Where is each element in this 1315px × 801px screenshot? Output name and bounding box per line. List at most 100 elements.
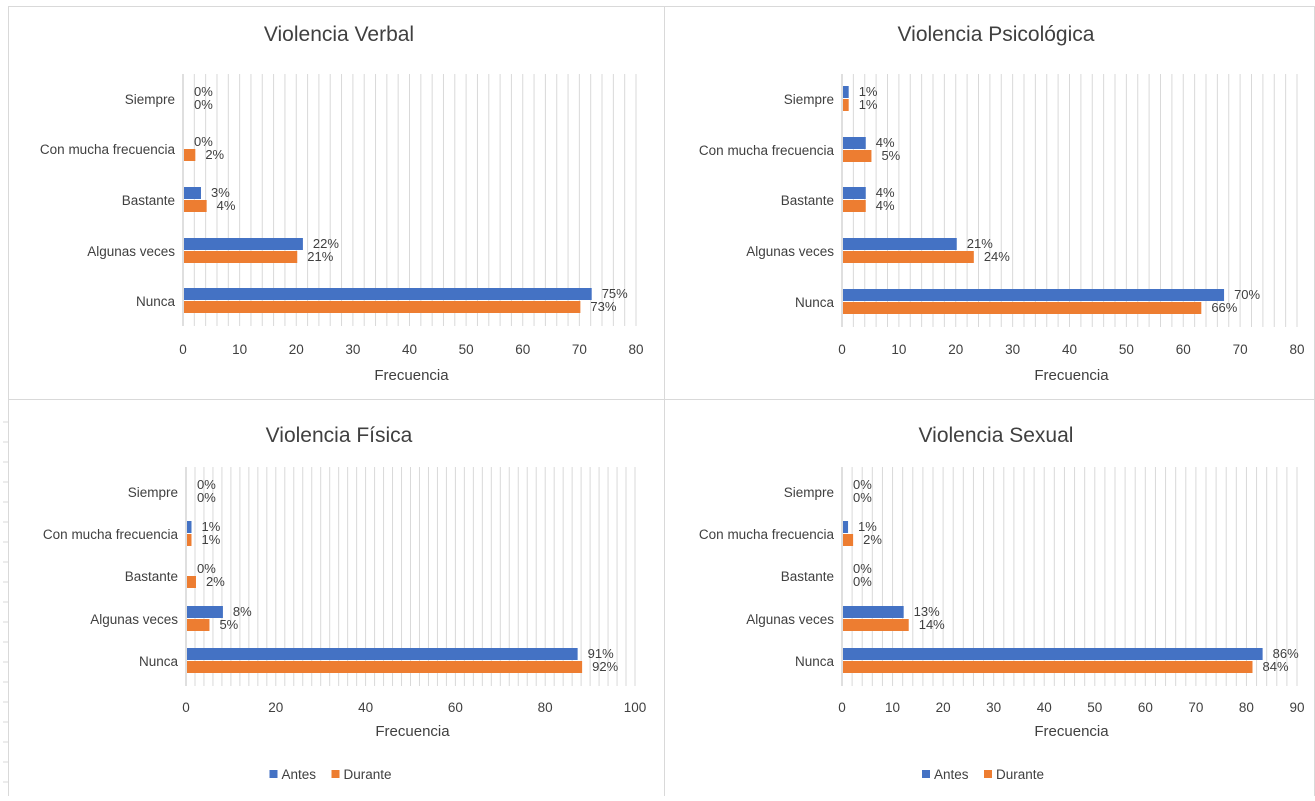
x-tick-label: 10 xyxy=(885,700,900,715)
x-tick-label: 0 xyxy=(838,342,846,357)
x-tick-label: 70 xyxy=(572,342,587,357)
x-tick-label: 20 xyxy=(936,700,951,715)
x-tick-label: 80 xyxy=(1239,700,1254,715)
chart-svg: Violencia Física 0 20 40 60 80 100 Frecuencia Si… xyxy=(43,424,647,782)
bar-durante xyxy=(843,99,849,111)
bar-antes xyxy=(843,187,866,199)
chart-svg: Violencia Sexual 0 10 20 30 40 50 60 70 80 90 Frecu… xyxy=(699,424,1305,782)
data-label: 3% xyxy=(211,185,230,200)
left-edge-tick-marks xyxy=(0,400,8,796)
bar-antes xyxy=(843,289,1225,301)
data-label: 91% xyxy=(588,646,614,661)
data-label: 70% xyxy=(1234,287,1260,302)
bar-durante xyxy=(184,200,207,212)
x-tick-label: 60 xyxy=(1176,342,1191,357)
x-axis-title: Frecuencia xyxy=(1034,367,1109,384)
x-tick-label: 0 xyxy=(838,700,846,715)
bar-durante xyxy=(187,619,210,631)
data-label: 4% xyxy=(217,198,236,213)
x-tick-label: 20 xyxy=(289,342,304,357)
x-axis-title: Frecuencia xyxy=(374,367,449,384)
category-label: Bastante xyxy=(125,569,178,584)
data-label: 24% xyxy=(984,249,1010,264)
category-label: Con mucha frecuencia xyxy=(699,143,835,158)
x-tick-label: 40 xyxy=(402,342,417,357)
category-label: Con mucha frecuencia xyxy=(40,142,176,157)
chart-violencia-psicologica: Violencia Psicológica 0 10 20 30 40 50 60 70 80 Fr… xyxy=(665,6,1315,400)
legend-swatch-durante xyxy=(331,770,340,778)
bar-durante xyxy=(187,661,583,673)
data-label: 0% xyxy=(853,490,872,505)
data-label: 5% xyxy=(219,617,238,632)
data-label: 2% xyxy=(863,532,882,547)
data-label: 14% xyxy=(919,617,945,632)
category-label: Nunca xyxy=(136,294,176,309)
bar-antes xyxy=(843,648,1263,660)
category-label: Bastante xyxy=(122,193,175,208)
data-label: 5% xyxy=(881,148,900,163)
bar-durante xyxy=(843,200,866,212)
x-tick-label: 40 xyxy=(1037,700,1052,715)
x-tick-label: 30 xyxy=(986,700,1001,715)
x-tick-label: 30 xyxy=(345,342,360,357)
x-axis-title: Frecuencia xyxy=(375,723,450,740)
bar-durante xyxy=(843,302,1202,314)
legend-swatch-antes xyxy=(269,770,278,778)
chart-svg: Violencia Psicológica 0 10 20 30 40 50 60 70 80 Fr… xyxy=(699,23,1305,384)
data-label: 0% xyxy=(194,84,213,99)
bar-durante xyxy=(843,534,854,546)
x-tick-label: 60 xyxy=(515,342,530,357)
category-label: Nunca xyxy=(795,295,835,310)
bar-antes xyxy=(184,238,303,250)
bar-antes xyxy=(184,288,592,300)
data-label: 1% xyxy=(201,532,220,547)
legend: Antes Durante xyxy=(922,767,1044,782)
data-label: 0% xyxy=(197,490,216,505)
data-label: 4% xyxy=(876,198,895,213)
data-label: 1% xyxy=(859,84,878,99)
x-tick-label: 80 xyxy=(1289,342,1304,357)
legend-label-antes: Antes xyxy=(934,767,969,782)
chart-violencia-fisica: Violencia Física 0 20 40 60 80 100 Frecuencia Si… xyxy=(8,400,665,796)
bar-antes xyxy=(843,521,849,533)
x-tick-label: 50 xyxy=(1087,700,1102,715)
chart-svg: Violencia Verbal 0 10 20 30 40 50 60 70 80 Frecuen… xyxy=(40,23,644,384)
x-tick-label: 0 xyxy=(182,700,190,715)
category-label: Siempre xyxy=(125,92,175,107)
x-tick-label: 20 xyxy=(268,700,283,715)
x-tick-label: 50 xyxy=(1119,342,1134,357)
legend-label-durante: Durante xyxy=(344,767,392,782)
data-label: 0% xyxy=(853,477,872,492)
category-label: Con mucha frecuencia xyxy=(43,527,179,542)
bar-antes xyxy=(184,187,201,199)
data-label: 92% xyxy=(592,659,618,674)
data-label: 8% xyxy=(233,604,252,619)
x-tick-label: 100 xyxy=(624,700,647,715)
bar-durante xyxy=(187,576,196,588)
data-label: 84% xyxy=(1263,659,1289,674)
x-tick-label: 10 xyxy=(891,342,906,357)
category-label: Algunas veces xyxy=(746,244,834,259)
data-label: 2% xyxy=(205,147,224,162)
data-label: 1% xyxy=(201,519,220,534)
x-tick-label: 60 xyxy=(448,700,463,715)
legend-label-antes: Antes xyxy=(282,767,317,782)
data-label: 1% xyxy=(858,519,877,534)
data-label: 2% xyxy=(206,574,225,589)
legend-swatch-antes xyxy=(922,770,930,778)
data-label: 0% xyxy=(194,134,213,149)
x-tick-label: 30 xyxy=(1005,342,1020,357)
x-tick-label: 0 xyxy=(179,342,187,357)
data-label: 75% xyxy=(602,286,628,301)
x-tick-label: 10 xyxy=(232,342,247,357)
chart-title: Violencia Verbal xyxy=(264,23,414,46)
data-label: 21% xyxy=(307,249,333,264)
data-label: 13% xyxy=(914,604,940,619)
x-tick-label: 40 xyxy=(1062,342,1077,357)
x-tick-label: 70 xyxy=(1233,342,1248,357)
chart-violencia-verbal: Violencia Verbal 0 10 20 30 40 50 60 70 80 Frecuen… xyxy=(8,6,665,400)
category-label: Bastante xyxy=(781,569,834,584)
category-label: Algunas veces xyxy=(746,612,834,627)
bar-antes xyxy=(843,238,957,250)
data-label: 1% xyxy=(859,97,878,112)
